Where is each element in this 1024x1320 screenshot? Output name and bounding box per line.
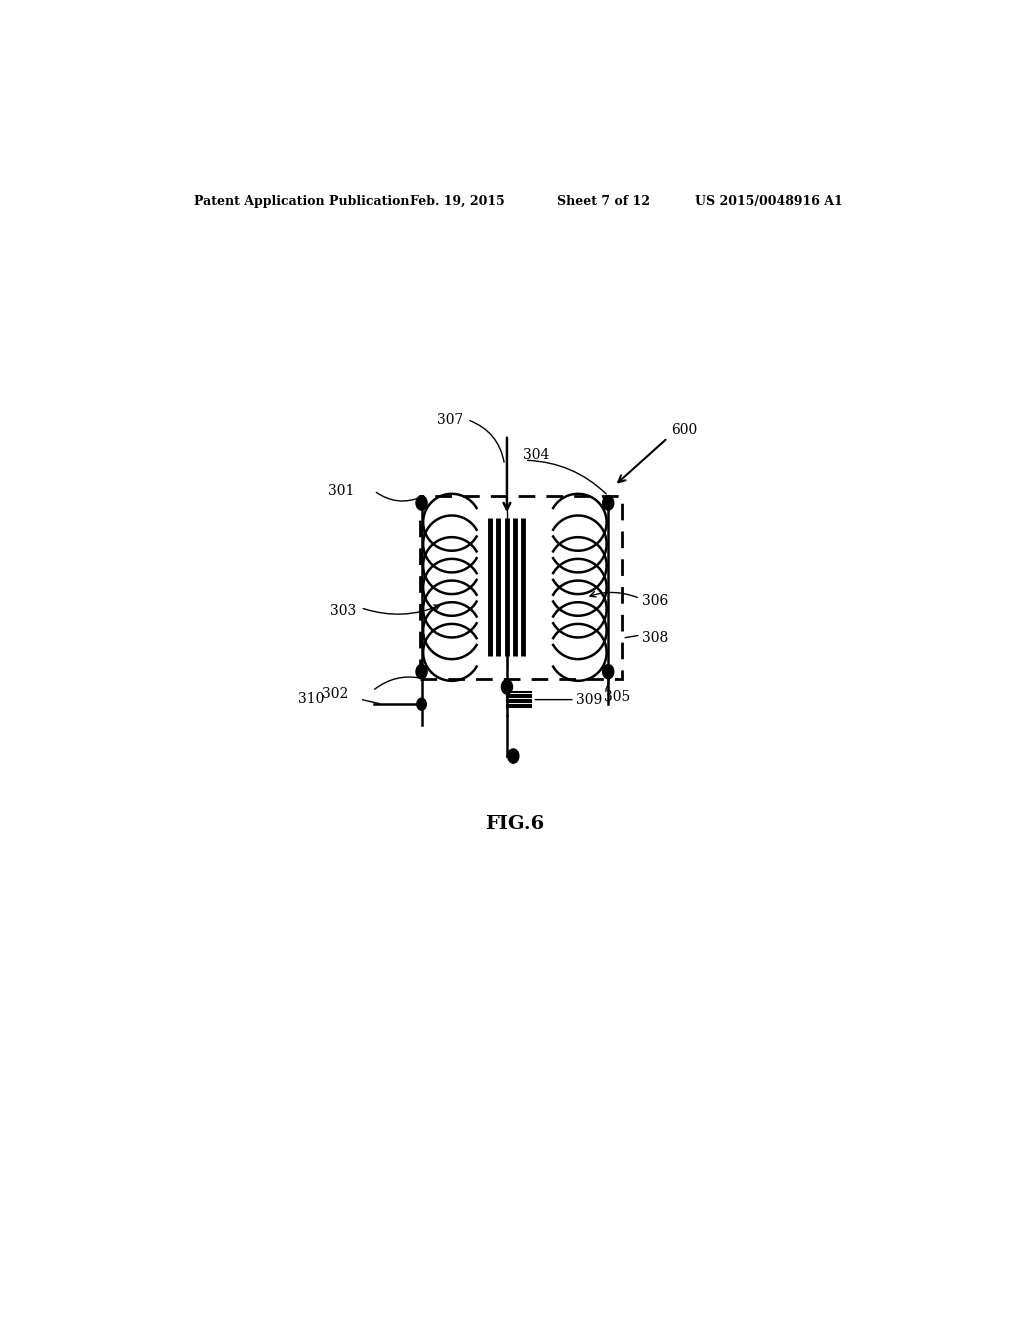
Text: 304: 304 [523, 449, 550, 462]
Circle shape [416, 664, 427, 678]
Circle shape [416, 496, 427, 510]
Text: Sheet 7 of 12: Sheet 7 of 12 [557, 194, 649, 207]
Circle shape [603, 496, 613, 510]
Text: 306: 306 [642, 594, 669, 607]
Text: 307: 307 [437, 413, 463, 426]
Text: 600: 600 [672, 422, 698, 437]
Text: Feb. 19, 2015: Feb. 19, 2015 [410, 194, 505, 207]
Text: 302: 302 [323, 686, 348, 701]
Circle shape [417, 698, 426, 710]
Text: 308: 308 [642, 631, 669, 645]
Text: 301: 301 [328, 483, 354, 498]
Text: Patent Application Publication: Patent Application Publication [194, 194, 410, 207]
Circle shape [603, 664, 613, 678]
Text: 303: 303 [331, 603, 356, 618]
Circle shape [502, 680, 512, 694]
Text: FIG.6: FIG.6 [484, 816, 544, 833]
Text: 310: 310 [298, 692, 325, 706]
Text: US 2015/0048916 A1: US 2015/0048916 A1 [695, 194, 843, 207]
Text: 305: 305 [604, 690, 631, 704]
Circle shape [508, 748, 519, 763]
Text: 309: 309 [577, 693, 603, 706]
